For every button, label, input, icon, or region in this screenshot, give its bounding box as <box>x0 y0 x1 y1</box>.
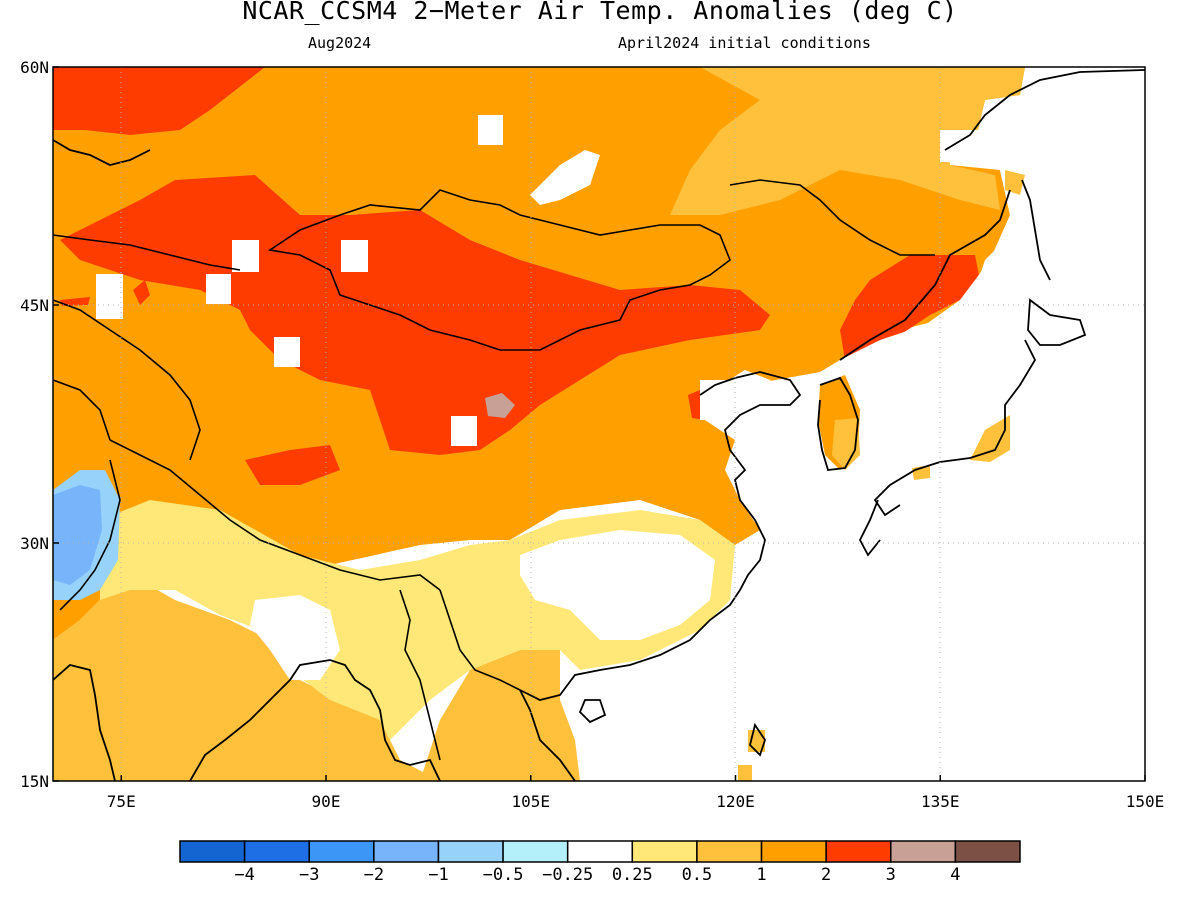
field-neutral-s-china <box>520 530 715 640</box>
border-india-pak <box>59 459 121 611</box>
border-china-russia <box>729 179 935 256</box>
border-indochina <box>439 589 521 691</box>
colorbar-swatch-6 <box>566 840 634 863</box>
colorbar-swatch-3 <box>373 840 440 863</box>
field-red-small-1 <box>133 280 150 305</box>
coast-china-east <box>519 371 802 701</box>
colorbar-label-4: −0.5 <box>482 865 524 885</box>
coast-sakhalin <box>1021 179 1051 281</box>
field-sky-blue <box>53 485 102 585</box>
lake-mask-5 <box>206 274 231 304</box>
lon-tick-label-135: 135E <box>921 792 960 811</box>
border-myanmar <box>399 589 441 761</box>
border-central-asia <box>53 299 201 461</box>
coast-kyushu <box>858 499 881 557</box>
field-sakhalin <box>1005 170 1025 195</box>
field-light-orange-se <box>420 650 580 781</box>
coast-korea <box>817 376 859 471</box>
coastlines <box>53 69 1145 781</box>
colorbar-label-7: 0.5 <box>681 865 713 885</box>
lake-mask-6 <box>274 337 300 367</box>
colorbar-swatch-0 <box>179 840 246 863</box>
border-afghan <box>53 379 111 441</box>
colorbar-swatch-7 <box>631 840 698 863</box>
coast-india-east <box>189 659 441 781</box>
border-kazakh <box>53 234 241 271</box>
colorbar-swatch-4 <box>437 840 504 863</box>
colorbar-swatch-9 <box>760 840 827 863</box>
field-red-manchuria <box>840 255 980 360</box>
lat-tick-label-60: 60N <box>20 58 49 77</box>
colorbar-label-0: −4 <box>234 865 255 885</box>
colorbar-label-6: 0.25 <box>611 865 653 885</box>
colorbar-swatch-12 <box>954 840 1021 863</box>
coast-taiwan <box>749 722 766 757</box>
grid-lines <box>53 67 1145 781</box>
lake-baikal-mask <box>530 150 600 205</box>
axis-ticks: 75E 90E 105E 120E 135E 150E 60N 45N 30N 15N <box>20 58 1164 811</box>
lat-tick-label-15: 15N <box>20 772 49 791</box>
lake-mask-8 <box>940 130 980 162</box>
colorbar-label-1: −3 <box>298 865 320 885</box>
field-light-orange-s <box>53 580 440 781</box>
colorbar-swatch-11 <box>890 840 957 863</box>
coast-hainan <box>578 699 607 724</box>
field-philippines-n <box>738 765 752 781</box>
lake-mask-7 <box>451 416 477 446</box>
colorbar-label-10: 3 <box>885 865 896 885</box>
colorbar <box>179 840 1021 863</box>
border-mongolia <box>267 189 731 351</box>
forecast-month: Aug2024 <box>308 34 372 52</box>
lat-tick-label-30: 30N <box>20 534 49 553</box>
colorbar-label-2: −2 <box>363 865 385 885</box>
coast-caspian-area <box>53 139 151 166</box>
field-red-northwest <box>53 67 265 135</box>
lake-mask-4 <box>96 274 123 319</box>
lake-mask-2 <box>232 240 259 272</box>
field-neutral-ocean <box>710 67 1145 781</box>
colorbar-swatch-1 <box>243 840 310 863</box>
lon-tick-label-150: 150E <box>1126 792 1165 811</box>
lake-mask-1 <box>478 115 503 145</box>
colorbar-label-11: 4 <box>950 865 961 885</box>
colorbar-label-3: −1 <box>428 865 449 885</box>
lon-tick-label-105: 105E <box>511 792 550 811</box>
coast-manchuria <box>839 189 1011 361</box>
field-japan-1 <box>970 415 1010 462</box>
field-red-tibet <box>245 445 340 485</box>
colorbar-swatch-2 <box>308 840 375 863</box>
lon-tick-label-75: 75E <box>107 792 136 811</box>
initial-conditions: April2024 initial conditions <box>618 34 871 52</box>
colorbar-label-9: 2 <box>821 865 832 885</box>
anomaly-fields <box>53 67 1145 781</box>
coast-hokkaido <box>1027 298 1087 346</box>
field-neutral-bay <box>250 595 340 680</box>
borders <box>53 179 935 761</box>
colorbar-swatch-5 <box>502 840 569 863</box>
map-title: NCAR_CCSM4 2−Meter Air Temp. Anomalies (… <box>242 0 958 25</box>
lon-tick-label-120: 120E <box>716 792 755 811</box>
coast-india-west <box>53 664 116 781</box>
coast-vietnam <box>519 689 576 781</box>
colorbar-label-5: −0.25 <box>542 865 594 885</box>
field-mauve <box>485 393 515 418</box>
field-korea-light <box>832 418 860 470</box>
field-light-orange-ne <box>670 67 1025 215</box>
field-red-small-2 <box>60 297 90 306</box>
colorbar-label-8: 1 <box>756 865 767 885</box>
lake-mask-3 <box>341 240 368 272</box>
colorbar-swatch-10 <box>825 840 892 863</box>
lat-tick-label-45: 45N <box>20 296 49 315</box>
lon-tick-label-90: 90E <box>312 792 341 811</box>
colorbar-swatch-8 <box>696 840 763 863</box>
plot-frame <box>52 66 1146 782</box>
coast-japan-honshu <box>873 339 1037 517</box>
coast-russia-far-east <box>944 69 1145 151</box>
border-himalaya <box>109 439 441 591</box>
